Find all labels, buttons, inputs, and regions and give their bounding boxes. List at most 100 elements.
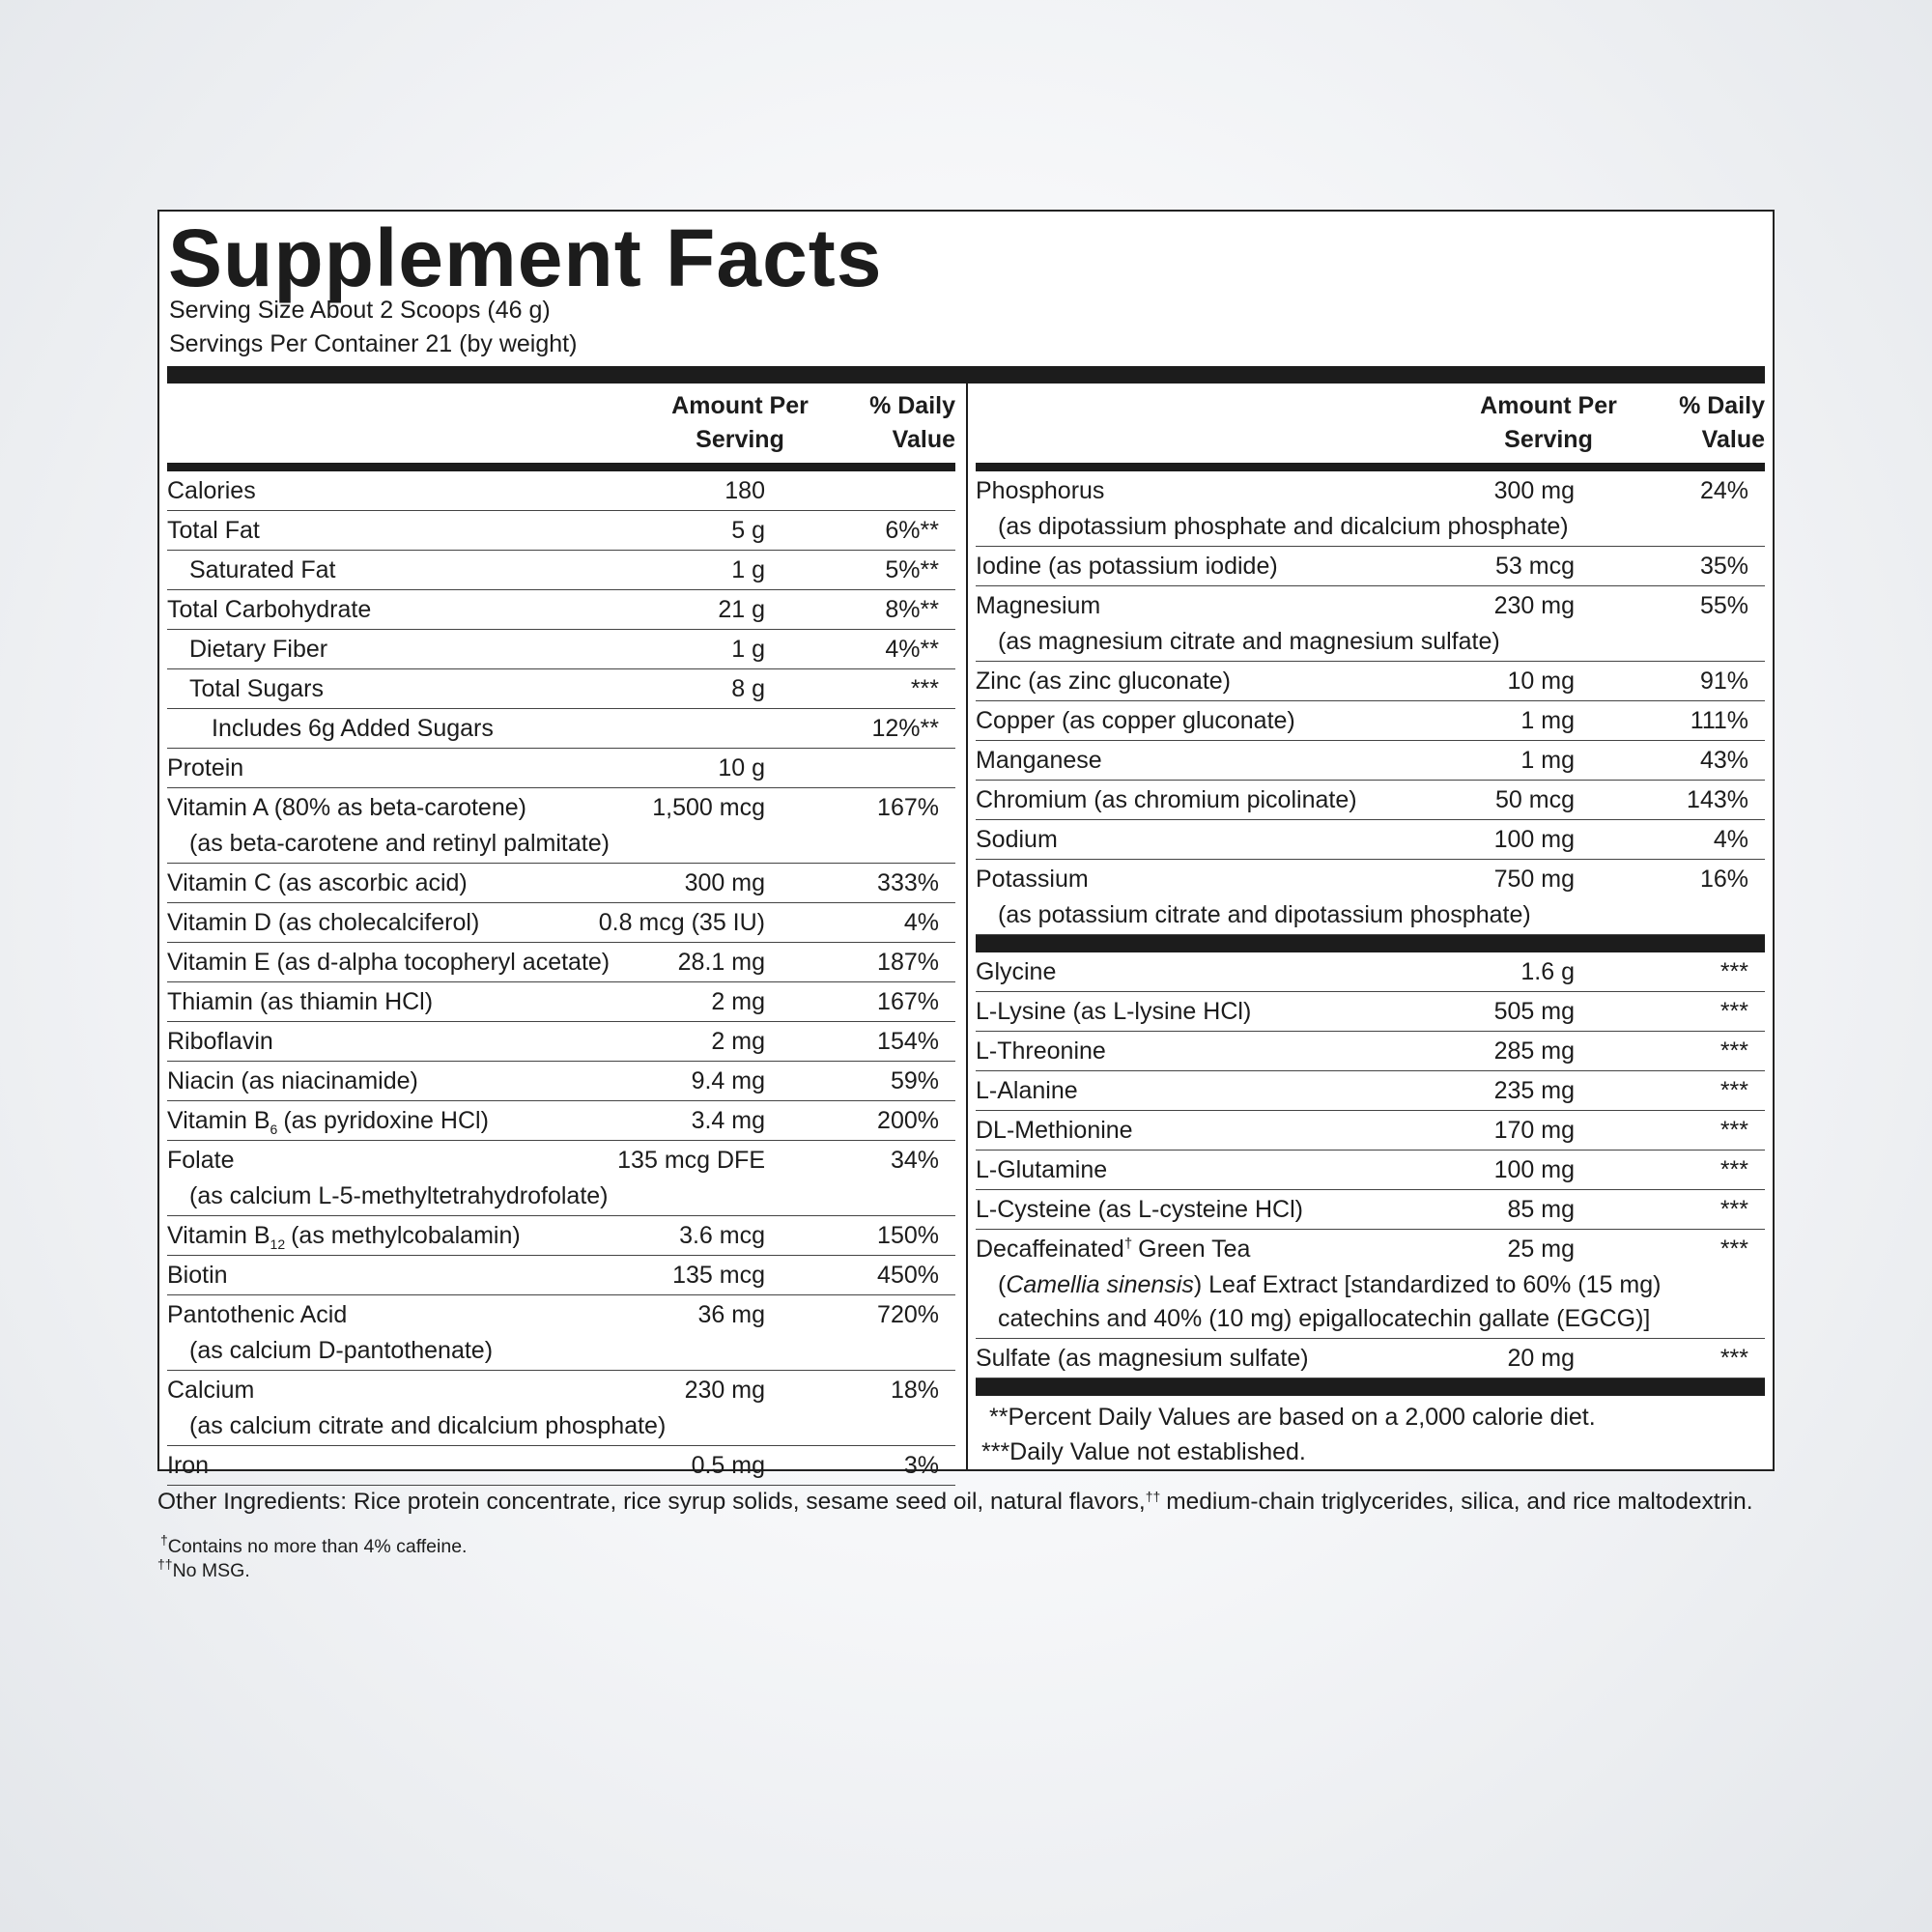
- daily-value: 4%: [903, 909, 939, 936]
- daily-value: ***: [1719, 958, 1748, 985]
- daily-value: 154%: [877, 1028, 939, 1055]
- name-text: Thiamin (as thiamin HCl): [167, 988, 434, 1015]
- nutrient-name: Copper (as copper gluconate): [976, 707, 1295, 734]
- name-text: Total Fat: [167, 517, 260, 544]
- row-line: Zinc (as zinc gluconate) 10 mg 91%: [976, 662, 1765, 700]
- daily-value: ***: [1719, 1236, 1748, 1263]
- daily-value-header: % Daily Value: [869, 389, 955, 457]
- daily-value: 200%: [877, 1107, 939, 1134]
- row-line: Vitamin D (as cholecalciferol) 0.8 mcg (3…: [167, 903, 955, 942]
- amount: 1.6 g: [1520, 958, 1575, 985]
- name-text: Folate: [167, 1147, 235, 1174]
- nutrient-row: Vitamin B6 (as pyridoxine HCl) 3.4 mg 200%: [167, 1101, 955, 1141]
- nutrient-row: Includes 6g Added Sugars 12%**: [167, 709, 955, 749]
- nutrient-name: Iron: [167, 1452, 209, 1479]
- dagger-note: †Contains no more than 4% caffeine.: [160, 1532, 467, 1559]
- nutrient-row: Pantothenic Acid 36 mg 720% (as calcium D-p…: [167, 1295, 955, 1371]
- header-line: Serving: [696, 426, 784, 453]
- name-text: Vitamin C (as ascorbic acid): [167, 869, 468, 896]
- name-text: Niacin (as niacinamide): [167, 1067, 418, 1094]
- amount: 3.6 mcg: [679, 1222, 765, 1249]
- daily-value: 18%: [890, 1377, 939, 1404]
- daily-value: 24%: [1699, 477, 1748, 504]
- name-text: Magnesium: [976, 592, 1101, 619]
- amount: 100 mg: [1493, 826, 1575, 853]
- nutrient-row: Vitamin B12 (as methylcobalamin) 3.6 mcg 15…: [167, 1216, 955, 1256]
- daily-value: ***: [1719, 1196, 1748, 1223]
- nutrient-name: Protein: [167, 754, 243, 781]
- nutrient-name: Decaffeinated† Green Tea: [976, 1236, 1250, 1263]
- name-text: Vitamin E (as d-alpha tocopheryl acetate…: [167, 949, 611, 976]
- daily-value: 111%: [1690, 707, 1748, 734]
- daily-value: ***: [1719, 1156, 1748, 1183]
- nutrient-name: Calories: [167, 477, 256, 504]
- header-line: Value: [892, 426, 955, 453]
- row-line: L-Alanine 235 mg ***: [976, 1071, 1765, 1110]
- nutrient-row: DL-Methionine 170 mg ***: [976, 1111, 1765, 1151]
- name-text: Iron: [167, 1452, 210, 1479]
- nutrient-row: Niacin (as niacinamide) 9.4 mg 59%: [167, 1062, 955, 1101]
- detail-text: (as magnesium citrate and magnesium sulf…: [998, 628, 1500, 655]
- nutrient-row: Calories 180: [167, 471, 955, 511]
- row-line: Includes 6g Added Sugars 12%**: [167, 709, 955, 748]
- name-text: Vitamin B: [167, 1222, 270, 1249]
- nutrient-row: Total Fat 5 g 6%**: [167, 511, 955, 551]
- name-text: Total Carbohydrate: [167, 596, 372, 623]
- nutrient-row: Zinc (as zinc gluconate) 10 mg 91%: [976, 662, 1765, 701]
- row-line: Thiamin (as thiamin HCl) 2 mg 167%: [167, 982, 955, 1021]
- row-line: Total Fat 5 g 6%**: [167, 511, 955, 550]
- amount: 2 mg: [711, 1028, 765, 1055]
- amount: 135 mcg DFE: [617, 1147, 765, 1174]
- amount: 20 mg: [1507, 1345, 1575, 1372]
- amount: 170 mg: [1493, 1117, 1575, 1144]
- header-rule: [167, 463, 955, 471]
- amount: 28.1 mg: [677, 949, 765, 976]
- row-line: Chromium (as chromium picolinate) 50 mcg 1…: [976, 781, 1765, 819]
- nutrient-row: Copper (as copper gluconate) 1 mg 111%: [976, 701, 1765, 741]
- row-line: Vitamin E (as d-alpha tocopheryl acetate…: [167, 943, 955, 981]
- row-line: Sulfate (as magnesium sulfate) 20 mg ***: [976, 1339, 1765, 1378]
- nutrient-name: Vitamin C (as ascorbic acid): [167, 869, 468, 896]
- left-column: Amount Per Serving % Daily Value Calories 180…: [167, 384, 955, 1486]
- name-text: Green Tea: [1138, 1236, 1251, 1263]
- daily-value: 4%: [1713, 826, 1748, 853]
- detail-text: (as potassium citrate and dipotassium ph…: [998, 901, 1531, 928]
- daily-value: ***: [1719, 998, 1748, 1025]
- nutrient-row: Protein 10 g: [167, 749, 955, 788]
- nutrient-row: L-Threonine 285 mg ***: [976, 1032, 1765, 1071]
- row-line: Vitamin B6 (as pyridoxine HCl) 3.4 mg 200%: [167, 1101, 955, 1140]
- name-text: (as methylcobalamin): [291, 1222, 521, 1249]
- row-line: Total Sugars 8 g ***: [167, 669, 955, 708]
- nutrient-name: Sulfate (as magnesium sulfate): [976, 1345, 1309, 1372]
- nutrient-row: Thiamin (as thiamin HCl) 2 mg 167%: [167, 982, 955, 1022]
- row-line: Magnesium 230 mg 55%: [976, 586, 1765, 625]
- nutrient-name: Magnesium: [976, 592, 1100, 619]
- nutrient-row: Iron 0.5 mg 3%: [167, 1446, 955, 1486]
- name-text: Calories: [167, 477, 256, 504]
- daily-value: 4%**: [885, 636, 939, 663]
- daily-value: ***: [1719, 1077, 1748, 1104]
- nutrient-row: Manganese 1 mg 43%: [976, 741, 1765, 781]
- nutrient-name: Biotin: [167, 1262, 228, 1289]
- nutrient-row: Vitamin C (as ascorbic acid) 300 mg 333%: [167, 864, 955, 903]
- daily-value-header: % Daily Value: [1679, 389, 1765, 457]
- nutrient-detail: (as calcium citrate and dicalcium phosph…: [167, 1409, 866, 1445]
- daily-value: ***: [910, 675, 939, 702]
- row-line: Calories 180: [167, 471, 955, 510]
- nutrient-row: Magnesium 230 mg 55% (as magnesium citrate …: [976, 586, 1765, 662]
- nutrient-row: Biotin 135 mcg 450%: [167, 1256, 955, 1295]
- name-subscript: 12: [270, 1236, 286, 1252]
- row-line: Calcium 230 mg 18%: [167, 1371, 955, 1409]
- footnote: **Percent Daily Values are based on a 2,…: [989, 1404, 1596, 1431]
- row-line: Saturated Fat 1 g 5%**: [167, 551, 955, 589]
- daily-value: 3%: [903, 1452, 939, 1479]
- name-text: Vitamin A (80% as beta-carotene): [167, 794, 526, 821]
- nutrient-name: Riboflavin: [167, 1028, 273, 1055]
- amount: 10 g: [718, 754, 765, 781]
- row-line: Total Carbohydrate 21 g 8%**: [167, 590, 955, 629]
- dagger-mark: †: [160, 1532, 168, 1548]
- header-rule: [976, 463, 1765, 471]
- nutrient-detail: (Camellia sinensis) Leaf Extract [standa…: [976, 1268, 1674, 1338]
- name-text: Biotin: [167, 1262, 228, 1289]
